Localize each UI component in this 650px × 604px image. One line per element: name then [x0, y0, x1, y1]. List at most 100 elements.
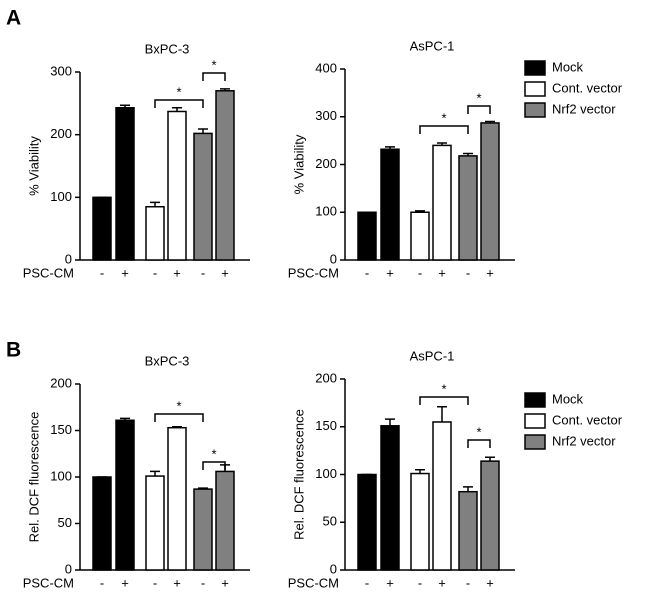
error-bar — [485, 456, 495, 462]
bar — [115, 419, 135, 571]
legend-label: Nrf2 vector — [552, 433, 616, 448]
x-tick-label: + — [221, 575, 229, 590]
legend-swatch — [524, 102, 546, 118]
significance-label: * — [441, 381, 446, 396]
x-tick-label: + — [121, 575, 129, 590]
x-tick-label: - — [466, 265, 470, 280]
bar — [357, 211, 377, 261]
significance-label: * — [476, 90, 481, 105]
bar — [145, 205, 165, 261]
y-tick-label: 200 — [50, 126, 72, 141]
error-bar — [437, 405, 447, 422]
x-tick-label: - — [365, 265, 369, 280]
significance-bracket — [467, 439, 491, 448]
y-tick-label: 150 — [50, 422, 72, 437]
y-tick-label: 0 — [330, 251, 337, 266]
x-tick-label: + — [438, 575, 446, 590]
x-tick-label: - — [201, 265, 205, 280]
error-bar — [172, 426, 182, 428]
y-axis-label: % Viability — [26, 136, 41, 196]
significance-label: * — [441, 110, 446, 125]
bar — [480, 460, 500, 571]
y-tick-label: 400 — [315, 60, 337, 75]
error-bar — [437, 142, 447, 146]
error-bar — [198, 128, 208, 134]
error-bar — [415, 468, 425, 474]
x-tick-label: - — [418, 575, 422, 590]
x-tick-label: + — [438, 265, 446, 280]
error-bar — [120, 417, 130, 421]
significance-bracket — [154, 99, 204, 108]
error-bar — [415, 210, 425, 213]
x-row-label: PSC-CM — [288, 575, 339, 590]
y-tick-label: 150 — [315, 418, 337, 433]
x-tick-label: + — [221, 265, 229, 280]
bar — [432, 144, 452, 261]
bar — [432, 421, 452, 571]
x-tick-label: - — [100, 575, 104, 590]
error-bar — [150, 470, 160, 477]
y-tick-label: 100 — [50, 468, 72, 483]
error-bar — [172, 106, 182, 112]
error-bar — [198, 487, 208, 490]
bar — [145, 475, 165, 571]
y-tick-label: 0 — [330, 561, 337, 576]
y-tick-label: 100 — [315, 466, 337, 481]
bar — [380, 148, 400, 261]
y-tick-label: 100 — [315, 204, 337, 219]
bar — [357, 473, 377, 571]
legend-swatch — [524, 392, 546, 408]
bar — [458, 490, 478, 571]
y-tick-label: 200 — [315, 370, 337, 385]
legend-label: Nrf2 vector — [552, 101, 616, 116]
y-tick-label: 50 — [323, 514, 337, 529]
significance-label: * — [211, 57, 216, 72]
significance-bracket — [202, 461, 226, 470]
legend-swatch — [524, 81, 546, 97]
legend-swatch — [524, 434, 546, 450]
y-tick-label: 50 — [58, 515, 72, 530]
bar — [92, 476, 112, 571]
y-tick-label: 200 — [315, 156, 337, 171]
x-tick-label: - — [201, 575, 205, 590]
x-row-label: PSC-CM — [288, 265, 339, 280]
error-bar — [463, 486, 473, 492]
x-tick-label: + — [486, 575, 494, 590]
significance-label: * — [211, 446, 216, 461]
x-tick-label: + — [173, 575, 181, 590]
significance-label: * — [476, 424, 481, 439]
x-tick-label: - — [153, 575, 157, 590]
chart-title: AsPC-1 — [410, 38, 455, 53]
error-bar — [220, 88, 230, 91]
legend-swatch — [524, 60, 546, 76]
bar — [380, 425, 400, 571]
error-bar — [120, 104, 130, 108]
significance-bracket — [419, 125, 469, 134]
significance-bracket — [154, 413, 204, 422]
chart-title: AsPC-1 — [410, 348, 455, 363]
y-tick-label: 300 — [50, 63, 72, 78]
y-axis-label: Rel. DCF fluorescence — [291, 409, 306, 540]
bar — [410, 472, 430, 571]
error-bar — [463, 152, 473, 156]
legend-label: Mock — [552, 391, 584, 406]
significance-bracket — [467, 105, 491, 114]
bar — [480, 122, 500, 261]
y-tick-label: 0 — [65, 561, 72, 576]
significance-label: * — [176, 398, 181, 413]
x-tick-label: - — [100, 265, 104, 280]
x-tick-label: + — [121, 265, 129, 280]
x-row-label: PSC-CM — [23, 575, 74, 590]
bar — [193, 132, 213, 261]
bar — [92, 196, 112, 261]
error-bar — [485, 120, 495, 123]
bar — [215, 90, 235, 261]
chart-title: BxPC-3 — [145, 353, 190, 368]
x-tick-label: + — [486, 265, 494, 280]
bar — [115, 106, 135, 261]
x-row-label: PSC-CM — [23, 265, 74, 280]
y-axis-label: % Viability — [291, 134, 306, 194]
y-tick-label: 0 — [65, 251, 72, 266]
significance-label: * — [176, 84, 181, 99]
